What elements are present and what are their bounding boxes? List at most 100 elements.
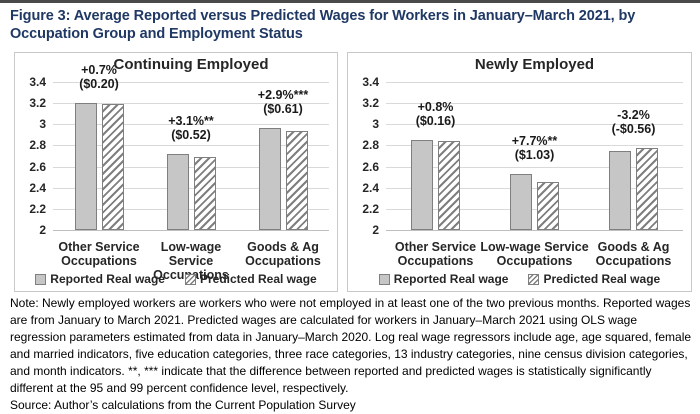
figure-title: Figure 3: Average Reported versus Predic… <box>10 8 636 42</box>
bar-annotation: +3.1%** ($0.52) <box>139 114 243 142</box>
gridline-3 <box>53 124 329 125</box>
bar-reported <box>166 153 189 230</box>
category-label-line: Low-wage Service <box>160 240 222 268</box>
bar-annotation-line: ($1.03) <box>514 148 555 162</box>
category-label: Goods & Ag Occupations <box>577 240 690 268</box>
bar-predicted <box>285 130 308 230</box>
gridline-3 <box>386 124 683 125</box>
bar-predicted <box>193 157 216 230</box>
legend-label-reported: Reported Real wage <box>393 272 509 286</box>
category-label: Other Service Occupations <box>46 240 152 268</box>
y-axis-tick-3.2: 3.2 <box>29 96 46 110</box>
category-label: Goods & Ag Occupations <box>230 240 336 268</box>
figure-note: Note: Newly employed workers are workers… <box>10 296 692 395</box>
y-axis-tick-2: 2 <box>372 223 379 237</box>
category-label-line: Occupations <box>61 254 137 268</box>
bar-reported <box>258 127 281 230</box>
gridline-3.2 <box>53 103 329 104</box>
page-top-edge <box>0 0 700 3</box>
category-label-line: Other Service <box>58 240 140 254</box>
bar-annotation-line: +3.1%** <box>168 113 214 128</box>
chart-legend: Reported Real wage Predicted Real wage <box>348 272 691 286</box>
bar-annotation-line: +2.9%*** <box>257 87 309 102</box>
legend-item-predicted: Predicted Real wage <box>184 272 317 286</box>
bar-annotation: -3.2% (-$0.56) <box>582 108 686 136</box>
gridline-2 <box>386 230 683 231</box>
gridline-2.6 <box>53 167 329 168</box>
bar-reported <box>510 174 532 230</box>
reported-swatch-icon <box>35 273 47 285</box>
bar-annotation-line: ($0.20) <box>79 77 119 92</box>
bar-annotation: +2.9%*** ($0.61) <box>231 88 335 116</box>
legend-label-predicted: Predicted Real wage <box>199 272 317 286</box>
gridline-2.2 <box>386 209 683 210</box>
bar-reported <box>609 150 631 230</box>
bar-annotation-line: +0.7% <box>81 63 117 78</box>
gridline-2.8 <box>386 145 683 146</box>
y-axis-tick-2.8: 2.8 <box>29 138 46 152</box>
category-label: Other Service Occupations <box>379 240 492 268</box>
panel-title-continuing: Continuing Employed <box>113 56 269 73</box>
gridline-2.2 <box>53 209 329 210</box>
y-axis-tick-3.4: 3.4 <box>362 75 379 89</box>
bar-annotation: +7.7%** ($1.03) <box>483 134 587 162</box>
gridline-2.4 <box>53 188 329 189</box>
bar-predicted <box>438 141 460 230</box>
gridline-3.4 <box>386 82 683 83</box>
bar-predicted <box>101 104 124 230</box>
y-axis-tick-3.4: 3.4 <box>29 75 46 89</box>
category-label-line: Occupations <box>245 254 321 268</box>
y-axis-tick-2: 2 <box>39 223 46 237</box>
category-label-line: Occupations <box>496 254 573 268</box>
bar-annotation-line: (-$0.56) <box>611 121 656 136</box>
chart-legend: Reported Real wage Predicted Real wage <box>15 272 337 286</box>
bar-predicted <box>537 182 559 230</box>
y-axis-tick-2.2: 2.2 <box>362 202 379 216</box>
reported-swatch-icon <box>378 273 390 285</box>
gridline-2.4 <box>386 188 683 189</box>
category-label-line: Goods & Ag <box>247 240 319 254</box>
bar-annotation-line: ($0.16) <box>415 114 456 129</box>
y-axis-tick-2.4: 2.4 <box>362 181 379 195</box>
bar-annotation-line: +0.8% <box>417 100 454 115</box>
plot-area-newly: 3.4 3.2 3 2.8 2.6 2.4 2.2 2 +0.8% ($0.16) Other Se… <box>348 53 691 291</box>
legend-item-predicted: Predicted Real wage <box>528 272 660 286</box>
chart-panel-newly-employed: 3.4 3.2 3 2.8 2.6 2.4 2.2 2 +0.8% ($0.16) Other Se… <box>347 52 692 292</box>
category-label-line: Goods & Ag <box>597 240 670 254</box>
gridline-3.4 <box>53 82 329 83</box>
y-axis-tick-2.4: 2.4 <box>29 181 46 195</box>
gridline-2 <box>53 230 329 231</box>
legend-label-predicted: Predicted Real wage <box>543 272 661 286</box>
plot-area-continuing: 3.4 3.2 3 2.8 2.6 2.4 2.2 2 +0.7% ($0.20) Other Se… <box>15 53 337 291</box>
y-axis-tick-2.6: 2.6 <box>362 160 379 174</box>
y-axis-tick-3: 3 <box>372 117 379 131</box>
charts-container: 3.4 3.2 3 2.8 2.6 2.4 2.2 2 +0.7% ($0.20) Other Se… <box>0 52 700 293</box>
category-label-line: Other Service <box>394 240 477 254</box>
y-axis-tick-3: 3 <box>39 117 46 131</box>
bar-annotation: +0.8% ($0.16) <box>384 100 488 128</box>
gridline-2.6 <box>386 167 683 168</box>
legend-item-reported: Reported Real wage <box>378 272 509 286</box>
panel-title-newly: Newly Employed <box>474 56 595 73</box>
chart-panel-continuing-employed: 3.4 3.2 3 2.8 2.6 2.4 2.2 2 +0.7% ($0.20) Other Se… <box>14 52 338 292</box>
bar-reported <box>411 140 433 230</box>
legend-label-reported: Reported Real wage <box>50 272 165 286</box>
bar-annotation: +0.7% ($0.20) <box>47 63 151 91</box>
bar-predicted <box>636 147 658 230</box>
predicted-swatch-icon <box>528 273 540 285</box>
bar-annotation-line: ($0.52) <box>171 127 211 142</box>
category-label-line: Occupations <box>595 254 672 268</box>
bar-annotation-line: -3.2% <box>617 107 650 122</box>
y-axis-tick-2.6: 2.6 <box>29 160 46 174</box>
gridline-2.8 <box>53 145 329 146</box>
bar-annotation-line: ($0.61) <box>263 101 303 116</box>
figure-source: Source: Author’s calculations from the C… <box>10 398 356 412</box>
y-axis-tick-2.8: 2.8 <box>362 138 379 152</box>
bar-reported <box>74 103 97 230</box>
legend-item-reported: Reported Real wage <box>35 272 165 286</box>
bar-annotation-line: +7.7%** <box>511 134 558 148</box>
predicted-swatch-icon <box>184 273 196 285</box>
category-label-line: Occupations <box>397 254 474 268</box>
y-axis-tick-3.2: 3.2 <box>362 96 379 110</box>
